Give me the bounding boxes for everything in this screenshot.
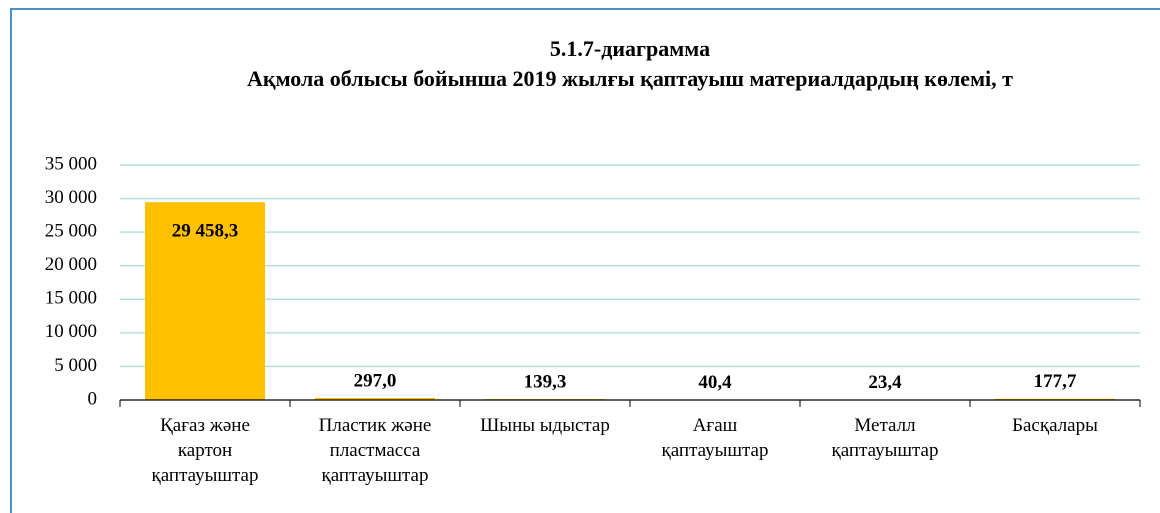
y-tick-label: 5 000 [54, 355, 97, 376]
frame-border [10, 8, 1160, 10]
y-tick-label: 30 000 [45, 187, 97, 208]
value-label: 139,3 [524, 371, 567, 392]
y-tick-label: 10 000 [45, 321, 97, 342]
title-block: 5.1.7-диаграмма Ақмола облысы бойынша 20… [160, 34, 1100, 94]
x-tick-label: Ағаш қаптауыштар [661, 415, 769, 461]
value-label: 40,4 [698, 372, 732, 393]
y-tick-label: 25 000 [45, 221, 97, 242]
y-tick-label: 20 000 [45, 254, 97, 275]
y-tick-label: 0 [88, 388, 98, 409]
value-label: 297,0 [354, 370, 397, 391]
x-tick-label: Басқалары [1012, 415, 1098, 436]
value-label: 177,7 [1034, 371, 1077, 392]
x-tick-label: Шыны ыдыстар [480, 415, 610, 436]
x-tick-label: Металл қаптауыштар [831, 415, 939, 461]
value-label: 29 458,3 [172, 221, 239, 242]
y-tick-label: 15 000 [45, 288, 97, 309]
bar [315, 398, 435, 400]
chart-title: 5.1.7-диаграмма [549, 36, 711, 61]
x-tick-label: Пластик және пластмасса қаптауыштар [318, 415, 432, 486]
bar [145, 202, 265, 400]
x-tick-label: Қағаз және картон қаптауыштар [151, 415, 259, 486]
y-tick-label: 35 000 [45, 153, 97, 174]
value-label: 23,4 [868, 372, 902, 393]
chart-subtitle: Ақмола облысы бойынша 2019 жылғы қаптауы… [247, 66, 1013, 91]
frame-border [10, 8, 12, 513]
